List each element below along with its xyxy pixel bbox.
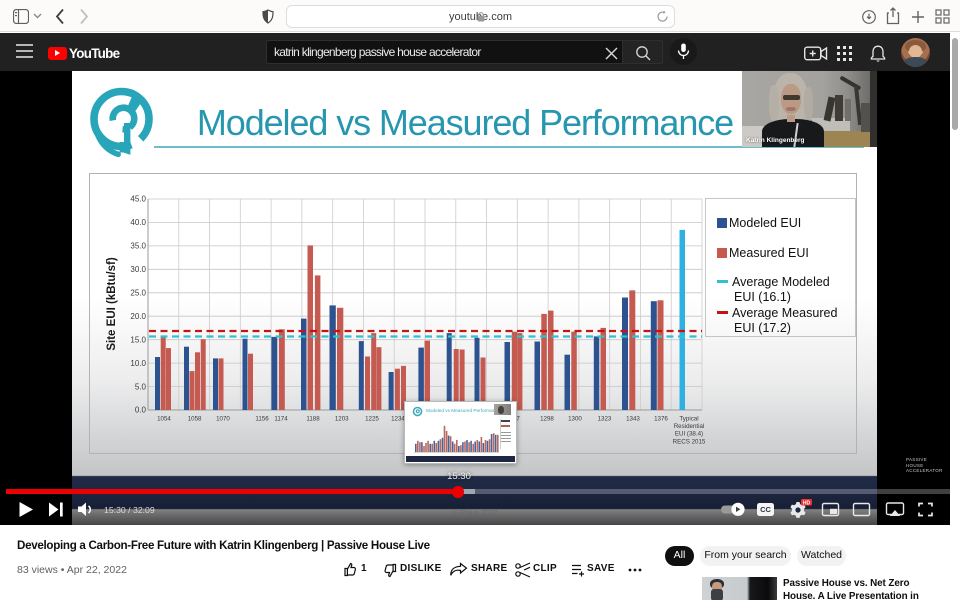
svg-text:1070: 1070 bbox=[216, 416, 230, 423]
svg-text:1174: 1174 bbox=[274, 416, 288, 423]
svg-text:Typical: Typical bbox=[679, 416, 698, 423]
svg-text:Site EUI (kBtu/sf): Site EUI (kBtu/sf) bbox=[106, 257, 118, 350]
svg-text:20.0: 20.0 bbox=[130, 312, 146, 321]
svg-text:10.0: 10.0 bbox=[130, 359, 146, 368]
svg-text:1054: 1054 bbox=[157, 416, 171, 423]
svg-text:1323: 1323 bbox=[598, 416, 612, 423]
svg-text:1234: 1234 bbox=[391, 416, 405, 423]
svg-text:RECS 2015: RECS 2015 bbox=[673, 438, 706, 445]
svg-text:1298: 1298 bbox=[540, 416, 554, 423]
svg-text:1343: 1343 bbox=[626, 416, 640, 423]
svg-text:1225: 1225 bbox=[365, 416, 379, 423]
svg-text:1203: 1203 bbox=[335, 416, 349, 423]
svg-text:45.0: 45.0 bbox=[130, 195, 146, 204]
svg-text:1188: 1188 bbox=[306, 416, 320, 423]
svg-text:25.0: 25.0 bbox=[130, 289, 146, 298]
svg-text:0.0: 0.0 bbox=[135, 406, 147, 415]
svg-text:HD: HD bbox=[803, 500, 811, 506]
svg-text:CC: CC bbox=[760, 505, 771, 514]
svg-text:40.0: 40.0 bbox=[130, 218, 146, 227]
svg-text:1156: 1156 bbox=[255, 416, 269, 423]
svg-text:5.0: 5.0 bbox=[135, 382, 147, 391]
svg-text:1058: 1058 bbox=[188, 416, 202, 423]
svg-text:15.0: 15.0 bbox=[130, 335, 146, 344]
svg-text:EUI (38.4): EUI (38.4) bbox=[675, 431, 703, 438]
svg-text:30.0: 30.0 bbox=[130, 265, 146, 274]
svg-text:1300: 1300 bbox=[568, 416, 582, 423]
svg-text:1376: 1376 bbox=[654, 416, 668, 423]
svg-text:Residential: Residential bbox=[674, 423, 705, 430]
svg-text:35.0: 35.0 bbox=[130, 242, 146, 251]
